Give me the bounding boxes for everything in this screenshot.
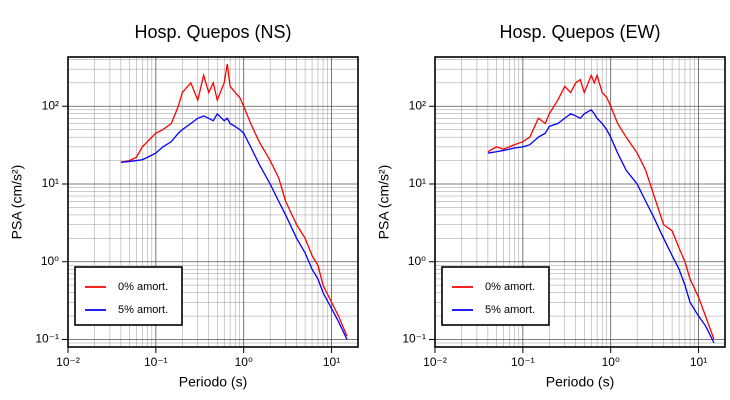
legend-label: 0% amort. [485, 281, 535, 293]
y-tick-label: 10² [409, 98, 426, 112]
legend-label: 5% amort. [118, 304, 168, 316]
legend-label: 5% amort. [485, 304, 535, 316]
plot-frame [434, 56, 726, 348]
y-tick-label: 10² [42, 98, 59, 112]
plot-frame [67, 56, 359, 348]
legend-box [74, 266, 183, 326]
chart-title: Hosp. Quepos (NS) [134, 22, 291, 42]
x-tick-label: 10⁰ [235, 355, 253, 369]
y-tick-label: 10⁰ [408, 254, 426, 268]
chart-title: Hosp. Quepos (EW) [499, 22, 660, 42]
x-tick-label: 10⁻¹ [144, 355, 168, 369]
x-axis-label: Periodo (s) [546, 374, 614, 390]
y-tick-label: 10⁻¹ [402, 332, 426, 346]
x-axis-label: Periodo (s) [179, 374, 247, 390]
data-line [120, 112, 348, 340]
legend-box [441, 266, 550, 326]
y-tick-label: 10¹ [42, 176, 59, 190]
x-tick-label: 10⁻² [56, 355, 80, 369]
y-axis-label: PSA (cm/s²) [9, 165, 25, 240]
data-line [487, 108, 715, 344]
x-tick-label: 10¹ [690, 355, 707, 369]
x-tick-label: 10⁰ [602, 355, 620, 369]
x-tick-label: 10⁻² [423, 355, 447, 369]
x-tick-label: 10¹ [323, 355, 340, 369]
legend-label: 0% amort. [118, 281, 168, 293]
data-line [120, 63, 348, 337]
data-line [487, 73, 715, 340]
y-axis-label: PSA (cm/s²) [376, 165, 392, 240]
x-tick-label: 10⁻¹ [511, 355, 535, 369]
y-tick-label: 10¹ [409, 176, 426, 190]
y-tick-label: 10⁻¹ [35, 332, 59, 346]
y-tick-label: 10⁰ [41, 254, 59, 268]
